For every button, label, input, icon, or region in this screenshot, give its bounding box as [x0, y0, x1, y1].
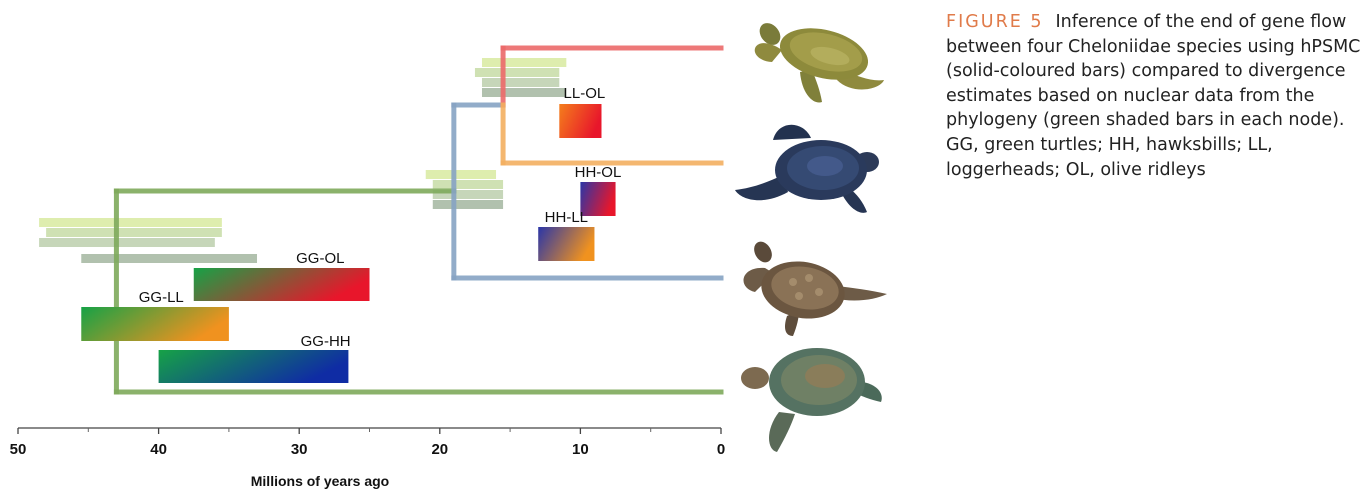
hpsmc-bar-gg-ll: [81, 307, 229, 341]
node-divergence-bar-top-3: [481, 88, 567, 97]
hpsmc-bar-gg-ol: [193, 268, 370, 301]
loggerhead-turtle-icon: [735, 124, 879, 213]
hawksbill-turtle-image: [743, 241, 887, 336]
phylogeny-figure: LL-OL HH-OL HH-LL GG-OL GG-LL GG-HH 50 40 30 20 1…: [10, 45, 725, 489]
node-divergence-bar-top-0: [481, 58, 567, 67]
x-tick-label-50: 50: [10, 441, 27, 458]
hpsmc-bar-hh-ll: [538, 227, 595, 261]
x-tick-label-40: 40: [150, 441, 167, 458]
hpsmc-bar-label-gg-hh: GG-HH: [301, 333, 351, 350]
hpsmc-bar-label-hh-ll: HH-LL: [545, 209, 588, 226]
node-divergence-bar-root-1: [46, 228, 222, 237]
node-divergence-bar-inner-1: [432, 180, 504, 189]
x-axis-label: Millions of years ago: [251, 473, 389, 489]
node-divergence-bar-top-2: [481, 78, 560, 87]
green-turtle-image: [741, 348, 882, 452]
x-tick-label-20: 20: [431, 441, 448, 458]
node-divergence-bar-inner-0: [425, 170, 497, 179]
x-tick-label-0: 0: [717, 441, 725, 458]
olive-ridley-turtle-icon: [754, 23, 884, 103]
figure-caption: FIGURE 5 Inference of the end of gene flo…: [946, 10, 1361, 182]
hpsmc-bar-gg-hh: [158, 350, 349, 383]
olive-ridley-turtle-image: [754, 23, 884, 103]
figure-label: FIGURE 5: [946, 12, 1044, 32]
hpsmc-bar-hh-ol: [580, 182, 616, 216]
node-divergence-bar-inner-2: [432, 190, 504, 199]
node-divergence-bars: [39, 58, 567, 263]
hpsmc-bar-label-gg-ll: GG-LL: [139, 289, 184, 306]
x-tick-label-30: 30: [291, 441, 308, 458]
hpsmc-bar-ll-ol: [559, 104, 602, 138]
time-axis: 50 40 30 20 10 0: [10, 427, 725, 458]
x-tick-label-10: 10: [572, 441, 589, 458]
loggerhead-turtle-image: [735, 124, 879, 213]
node-divergence-bar-inner-3: [432, 200, 504, 209]
hpsmc-bar-label-gg-ol: GG-OL: [296, 250, 344, 267]
hpsmc-bar-label-hh-ol: HH-OL: [575, 164, 622, 181]
figure-caption-text: Inference of the end of gene flow betwee…: [946, 12, 1361, 180]
phylogeny-tree: [113, 45, 724, 395]
hpsmc-bar-label-ll-ol: LL-OL: [564, 85, 606, 102]
node-divergence-bar-top-1: [474, 68, 560, 77]
node-divergence-bar-root-2: [39, 238, 215, 247]
hawksbill-turtle-icon: [743, 241, 887, 336]
hpsmc-bars: LL-OL HH-OL HH-LL GG-OL GG-LL GG-HH: [81, 85, 621, 383]
node-divergence-bar-root-3: [81, 254, 258, 263]
node-divergence-bar-root-0: [39, 218, 222, 227]
green-turtle-icon: [741, 348, 882, 452]
